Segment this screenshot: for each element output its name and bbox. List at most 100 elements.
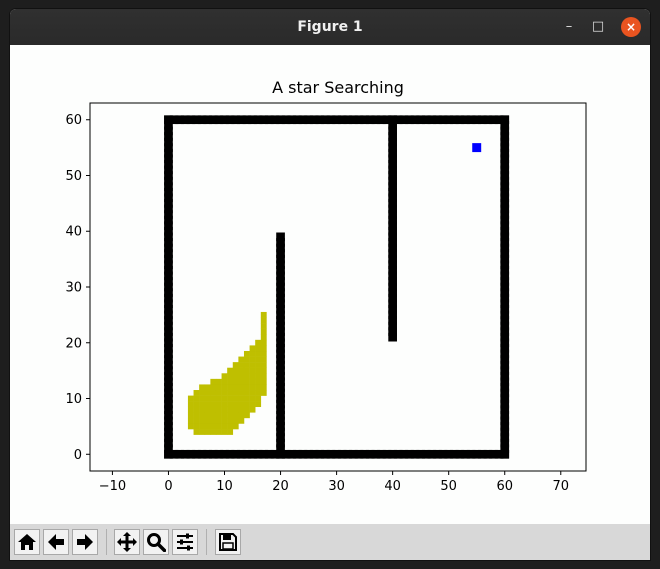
zoom-button[interactable] — [143, 529, 169, 555]
obstacle-cell — [164, 204, 173, 214]
obstacle-cell — [500, 332, 510, 342]
figure-canvas[interactable]: A star Searching −10 0 10 20 30 40 50 60 70 0 10 2… — [10, 45, 650, 524]
explored-cell — [260, 378, 267, 385]
forward-button[interactable] — [72, 529, 98, 555]
configure-subplots-button[interactable] — [172, 529, 198, 555]
obstacle-cell — [164, 422, 173, 431]
obstacle-cell — [421, 115, 431, 125]
obstacle-cell — [276, 327, 285, 336]
explored-cell — [260, 373, 267, 380]
explored-cell — [187, 401, 194, 408]
home-button[interactable] — [14, 529, 40, 555]
explored-cell — [221, 373, 228, 380]
obstacle-cell — [466, 449, 476, 459]
back-button[interactable] — [43, 529, 69, 555]
explored-cell — [221, 401, 228, 408]
obstacle-cell — [315, 115, 325, 125]
obstacle-cell — [164, 394, 173, 403]
obstacle-cell — [500, 388, 510, 398]
obstacle-cell — [276, 299, 285, 309]
obstacle-cell — [500, 449, 510, 459]
obstacle-cell — [164, 260, 173, 270]
title-bar[interactable]: Figure 1 – □ × — [10, 9, 650, 45]
obstacle-cell — [500, 399, 510, 409]
obstacle-cell — [500, 438, 510, 448]
obstacle-cell — [500, 204, 510, 214]
maximize-button[interactable]: □ — [591, 19, 605, 34]
obstacle-cell — [365, 115, 375, 125]
obstacle-cell — [388, 243, 397, 253]
explored-cell — [210, 429, 217, 435]
pan-button[interactable] — [114, 529, 140, 555]
explored-cell — [238, 406, 245, 413]
obstacle-cell — [433, 449, 442, 459]
obstacle-cell — [287, 449, 297, 459]
obstacle-cell — [164, 243, 173, 253]
move-icon — [117, 532, 137, 552]
explored-cell — [232, 367, 239, 374]
obstacle-cell — [276, 321, 285, 331]
explored-cell — [221, 395, 228, 402]
explored-cell — [243, 373, 250, 380]
obstacle-cell — [169, 115, 179, 125]
obstacle-cell — [500, 344, 510, 353]
explored-cell — [227, 367, 234, 374]
explored-cell — [199, 401, 206, 408]
x-tick-label: 60 — [496, 479, 513, 494]
obstacle-cell — [164, 171, 173, 180]
obstacle-cell — [276, 265, 285, 275]
obstacle-cell — [164, 215, 173, 225]
explored-cell — [249, 362, 256, 368]
explored-cell — [187, 406, 194, 413]
obstacle-cell — [265, 115, 274, 125]
save-button[interactable] — [215, 529, 241, 555]
obstacle-cell — [164, 249, 173, 258]
explored-cell — [227, 395, 234, 402]
explored-cell — [199, 417, 206, 424]
obstacle-cell — [164, 405, 173, 414]
explored-cell — [255, 395, 262, 402]
explored-cell — [221, 378, 228, 385]
explored-cell — [221, 417, 228, 424]
minimize-button[interactable]: – — [565, 19, 573, 34]
navigation-toolbar — [10, 524, 650, 560]
obstacle-cell — [500, 377, 510, 387]
obstacle-cell — [399, 115, 409, 125]
explored-cell — [243, 378, 250, 385]
obstacle-cell — [164, 321, 173, 331]
obstacle-cell — [449, 115, 459, 125]
obstacle-cell — [276, 288, 285, 297]
obstacle-cell — [500, 360, 510, 370]
obstacle-cell — [438, 449, 448, 459]
plot-svg[interactable]: A star Searching −10 0 10 20 30 40 50 60 70 0 10 2… — [10, 45, 650, 524]
explored-cell — [243, 401, 250, 408]
obstacle-cell — [164, 449, 173, 459]
obstacle-cell — [175, 449, 185, 459]
explored-cell — [210, 384, 217, 391]
obstacle-cell — [500, 171, 510, 180]
obstacle-cell — [164, 132, 173, 141]
obstacle-cell — [276, 405, 285, 414]
obstacle-cell — [197, 115, 207, 125]
explored-cell — [187, 412, 194, 419]
obstacle-cell — [388, 265, 397, 275]
explored-cell — [249, 406, 256, 413]
explored-cell — [215, 401, 222, 408]
explored-cell — [243, 356, 250, 363]
obstacle-cell — [164, 277, 173, 286]
obstacle-cell — [259, 449, 269, 459]
obstacle-cell — [388, 260, 397, 270]
obstacle-cell — [321, 115, 330, 125]
explored-cell — [243, 412, 250, 419]
obstacle-cell — [388, 282, 397, 292]
obstacle-cell — [455, 449, 465, 459]
obstacle-cell — [500, 182, 510, 191]
obstacle-cell — [164, 371, 173, 381]
explored-cell — [199, 429, 206, 435]
obstacle-cell — [276, 444, 285, 454]
explored-cell — [227, 378, 234, 385]
obstacle-cell — [276, 293, 285, 303]
explored-cell — [249, 345, 256, 352]
close-button[interactable]: × — [621, 17, 641, 37]
obstacle-cell — [332, 449, 341, 459]
